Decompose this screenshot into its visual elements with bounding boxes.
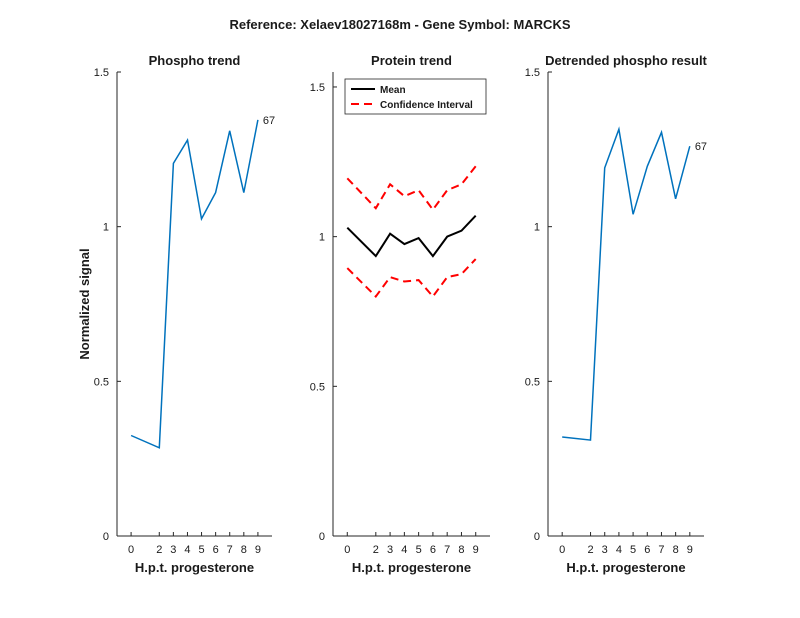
- x-tick-label: 9: [255, 544, 261, 556]
- x-tick-label: 3: [602, 544, 608, 556]
- x-tick-label: 7: [444, 544, 450, 556]
- x-axis-label: H.p.t. progesterone: [352, 560, 471, 575]
- x-tick-label: 3: [387, 544, 393, 556]
- legend: Mean Confidence Interval: [344, 78, 487, 115]
- legend-box: [344, 78, 487, 115]
- x-tick-label: 4: [184, 544, 190, 556]
- y-axis-label: Normalized signal: [77, 248, 92, 359]
- x-tick-label: 0: [128, 544, 134, 556]
- figure-title: Reference: Xelaev18027168m - Gene Symbol…: [229, 17, 570, 32]
- x-tick-label: 5: [198, 544, 204, 556]
- y-tick-label: 0: [319, 531, 325, 543]
- panel-title: Protein trend: [371, 53, 452, 68]
- x-tick-label: 9: [687, 544, 693, 556]
- y-tick-label: 1.5: [94, 67, 109, 79]
- x-tick-label: 6: [644, 544, 650, 556]
- y-tick-label: 1: [319, 232, 325, 244]
- x-axis-label: H.p.t. progesterone: [566, 560, 685, 575]
- x-tick-label: 9: [473, 544, 479, 556]
- series-line-1: [346, 215, 477, 258]
- x-tick-label: 0: [344, 544, 350, 556]
- y-tick-label: 1: [103, 222, 109, 234]
- x-tick-label: 5: [630, 544, 636, 556]
- x-tick-label: 8: [241, 544, 247, 556]
- x-tick-label: 7: [658, 544, 664, 556]
- y-tick-label: 0: [534, 531, 540, 543]
- series-line-3: [346, 258, 477, 299]
- x-tick-label: 5: [416, 544, 422, 556]
- y-tick-label: 0: [103, 531, 109, 543]
- x-tick-label: 3: [170, 544, 176, 556]
- x-axis-label: H.p.t. progesterone: [135, 560, 254, 575]
- x-tick-label: 2: [156, 544, 162, 556]
- panel-title: Phospho trend: [149, 53, 241, 68]
- x-tick-label: 6: [213, 544, 219, 556]
- data-label: 67: [695, 141, 707, 153]
- y-tick-label: 1: [534, 222, 540, 234]
- legend-label: Confidence Interval: [380, 100, 473, 111]
- chart-panel-2: 0 0.5 1 1.5 0 2 3 4 5 6 7 8 9 Protein trend H.p.t. pro…: [310, 53, 490, 575]
- x-tick-label: 2: [587, 544, 593, 556]
- x-tick-label: 0: [559, 544, 565, 556]
- x-tick-label: 6: [430, 544, 436, 556]
- series-line-1: [562, 126, 691, 441]
- y-tick-label: 1.5: [310, 82, 325, 94]
- data-label: 67: [263, 115, 275, 127]
- x-tick-label: 4: [616, 544, 622, 556]
- series-line-2: [346, 165, 477, 212]
- y-tick-label: 1.5: [525, 67, 540, 79]
- y-tick-label: 0.5: [94, 376, 109, 388]
- y-tick-label: 0.5: [525, 376, 540, 388]
- x-tick-label: 8: [458, 544, 464, 556]
- x-tick-label: 2: [373, 544, 379, 556]
- x-tick-label: 7: [227, 544, 233, 556]
- x-tick-label: 4: [401, 544, 407, 556]
- legend-label: Mean: [380, 85, 406, 96]
- series-line-1: [130, 119, 259, 449]
- x-tick-label: 8: [673, 544, 679, 556]
- panel-title: Detrended phospho result: [545, 53, 707, 68]
- y-tick-label: 0.5: [310, 381, 325, 393]
